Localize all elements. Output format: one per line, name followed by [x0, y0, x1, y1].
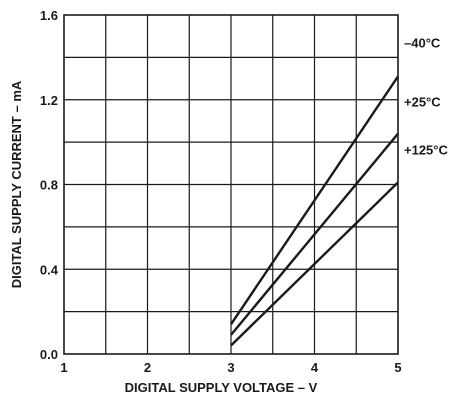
x-tick-label-1: 2: [144, 360, 151, 375]
x-tick-label-0: 1: [60, 360, 67, 375]
series-label-0: –40°C: [404, 35, 441, 50]
y-tick-label-3: 1.2: [40, 93, 58, 108]
series-labels: –40°C +25°C +125°C: [404, 35, 448, 157]
series-line-0: [230, 75, 399, 325]
y-axis-title: DIGITAL SUPPLY CURRENT – mA: [9, 80, 24, 288]
x-tick-label-2: 3: [227, 360, 234, 375]
x-tick-label-3: 4: [311, 360, 319, 375]
x-tick-label-4: 5: [394, 360, 401, 375]
y-tick-label-4: 1.6: [40, 8, 58, 23]
series-group: [230, 75, 399, 347]
x-tick-labels: 1 2 3 4 5: [60, 360, 401, 375]
grid: [64, 15, 398, 354]
series-line-2: [230, 181, 399, 347]
y-tick-label-1: 0.4: [40, 262, 59, 277]
y-tick-label-0: 0.0: [40, 347, 58, 362]
series-label-2: +125°C: [404, 142, 448, 157]
x-axis-title: DIGITAL SUPPLY VOLTAGE – V: [125, 380, 318, 395]
y-tick-labels: 0.0 0.4 0.8 1.2 1.6: [40, 8, 59, 362]
y-tick-label-2: 0.8: [40, 178, 58, 193]
series-line-1: [230, 132, 399, 336]
series-label-1: +25°C: [404, 95, 441, 110]
plot-frame: [63, 14, 399, 355]
